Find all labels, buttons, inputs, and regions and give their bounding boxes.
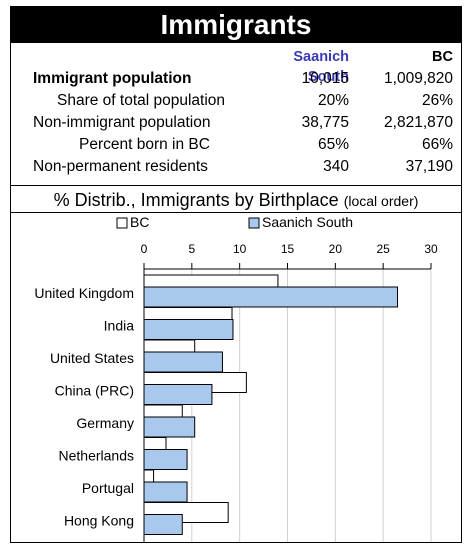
column-header-saanich: Saanich South — [293, 49, 349, 85]
row-value-bc: 2,821,870 — [384, 114, 453, 131]
category-label: Netherlands — [59, 448, 135, 464]
row-label: Non-permanent residents — [33, 158, 208, 175]
category-label: China (PRC) — [55, 383, 134, 399]
column-header-bc: BC — [432, 49, 453, 65]
x-tick-label: 15 — [281, 242, 295, 256]
bar-saanich-south — [143, 319, 234, 340]
category-label: United Kingdom — [34, 285, 134, 301]
row-value-saanich: 340 — [323, 158, 349, 175]
legend-label: Saanich South — [262, 214, 353, 230]
x-tick-label: 10 — [233, 242, 247, 256]
birthplace-chart: BC Saanich South 0 5 10 15 20 25 30 United Kingdo… — [11, 213, 461, 543]
stats-row: Share of total population 20% 26% — [11, 91, 461, 111]
category-label: India — [104, 318, 135, 334]
bar-saanich-south — [143, 514, 183, 535]
row-value-bc: 26% — [421, 92, 453, 109]
bar-saanich-south — [143, 449, 188, 470]
legend-swatch-saanich — [248, 217, 260, 229]
x-tick-label: 0 — [141, 242, 148, 256]
chart-subtitle: % Distrib., Immigrants by Birthplace (lo… — [11, 185, 461, 213]
row-value-bc: 1,009,820 — [384, 70, 453, 87]
bar-saanich-south — [143, 481, 188, 503]
row-label: Immigrant population — [33, 70, 192, 87]
bar-chart-svg: BC Saanich South 0 5 10 15 20 25 30 United Kingdo… — [34, 214, 438, 543]
stats-row: Non-permanent residents 340 37,190 — [11, 157, 461, 177]
row-value-bc: 66% — [421, 136, 453, 153]
stats-header-row: Saanich South BC — [11, 47, 461, 85]
category-label: United States — [50, 350, 134, 366]
row-value-saanich: 10,015 — [301, 70, 349, 87]
bar-saanich-south — [143, 286, 399, 308]
stats-row: Immigrant population 10,015 1,009,820 — [11, 69, 461, 89]
legend-swatch-bc — [116, 217, 128, 229]
bar-saanich-south — [143, 416, 196, 438]
legend-label: BC — [130, 214, 149, 230]
row-value-bc: 37,190 — [405, 158, 453, 175]
row-label: Non-immigrant population — [33, 114, 211, 131]
category-label: Portugal — [82, 480, 134, 496]
row-label: Share of total population — [57, 92, 226, 109]
row-value-saanich: 20% — [317, 92, 349, 109]
x-tick-label: 5 — [188, 242, 195, 256]
row-value-saanich: 38,775 — [301, 114, 349, 131]
subtitle-note: (local order) — [343, 193, 419, 209]
x-tick-label: 30 — [424, 242, 438, 256]
panel-title: Immigrants — [11, 7, 461, 43]
bar-saanich-south — [143, 384, 213, 405]
row-value-saanich: 65% — [317, 136, 349, 153]
x-tick-label: 25 — [376, 242, 390, 256]
immigrants-panel: Immigrants Saanich South BC Immigrant po… — [10, 6, 462, 543]
category-label: Germany — [76, 415, 134, 431]
row-label: Percent born in BC — [79, 136, 210, 153]
stats-row: Percent born in BC 65% 66% — [11, 135, 461, 155]
stats-row: Non-immigrant population 38,775 2,821,87… — [11, 113, 461, 133]
bar-saanich-south — [143, 351, 223, 373]
stats-table: Saanich South BC Immigrant population 10… — [11, 43, 461, 183]
category-label: Hong Kong — [64, 513, 134, 529]
x-tick-label: 20 — [329, 242, 343, 256]
subtitle-main: % Distrib., Immigrants by Birthplace — [53, 190, 339, 210]
